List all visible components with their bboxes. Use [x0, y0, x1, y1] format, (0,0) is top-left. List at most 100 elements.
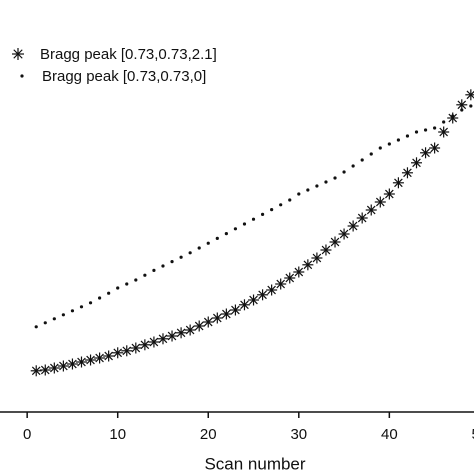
- star-marker: [130, 342, 142, 354]
- dot-marker: [324, 180, 328, 184]
- dot-marker: [197, 246, 201, 250]
- star-marker: [293, 266, 305, 278]
- dot-marker: [98, 296, 102, 300]
- star-marker: [166, 330, 178, 342]
- star-marker: [329, 236, 341, 248]
- star-marker: [57, 360, 69, 372]
- dot-marker: [107, 291, 111, 295]
- star-marker: [275, 278, 287, 290]
- star-marker: [311, 252, 323, 264]
- star-marker: [429, 142, 441, 154]
- dot-marker: [224, 232, 228, 236]
- dot-marker: [333, 176, 337, 180]
- dot-marker: [414, 130, 419, 134]
- dot-marker: [469, 104, 473, 108]
- star-marker: [85, 354, 97, 366]
- star-marker: [229, 304, 241, 316]
- dot-marker: [369, 152, 373, 156]
- dot-marker: [161, 264, 165, 268]
- star-marker: [401, 167, 413, 179]
- dot-marker: [206, 241, 210, 245]
- dot-marker: [442, 120, 446, 124]
- star-marker: [238, 299, 250, 311]
- dot-marker: [70, 309, 75, 313]
- dot-marker: [405, 134, 410, 138]
- dot-marker: [360, 158, 364, 162]
- dot-marker: [88, 301, 93, 305]
- dot-marker: [279, 203, 283, 207]
- dot-marker: [288, 198, 292, 202]
- x-tick-label: 20: [200, 426, 217, 443]
- dot-marker: [233, 227, 238, 231]
- dot-marker: [351, 164, 355, 168]
- star-marker: [121, 345, 133, 357]
- star-marker: [383, 188, 395, 200]
- dot-marker: [20, 74, 24, 78]
- dot-marker: [251, 217, 256, 221]
- dot-marker: [242, 222, 247, 226]
- star-marker: [465, 89, 474, 101]
- star-marker: [157, 333, 169, 345]
- dot-marker: [143, 273, 147, 277]
- x-tick-label: 0: [23, 426, 31, 443]
- star-marker: [284, 272, 296, 284]
- dot-marker: [306, 188, 310, 192]
- x-tick-label: 30: [290, 426, 307, 443]
- dot-marker: [315, 184, 319, 188]
- dot-marker: [125, 282, 129, 286]
- star-marker: [392, 177, 404, 189]
- star-marker: [220, 308, 232, 320]
- dot-marker: [378, 146, 382, 150]
- dot-marker: [52, 317, 56, 321]
- dot-marker: [433, 126, 437, 130]
- star-marker: [75, 356, 87, 368]
- dot-marker: [342, 170, 346, 174]
- dot-marker: [34, 325, 38, 329]
- star-marker: [193, 320, 205, 332]
- star-marker: [112, 347, 124, 359]
- dot-marker: [423, 128, 428, 132]
- star-marker: [39, 364, 51, 376]
- dot-marker: [188, 251, 192, 255]
- star-marker: [365, 204, 377, 216]
- star-marker: [438, 126, 450, 138]
- star-marker: [30, 365, 42, 377]
- star-marker: [184, 324, 196, 336]
- dot-marker: [387, 142, 391, 146]
- dot-marker: [297, 192, 301, 196]
- star-marker: [66, 358, 78, 370]
- x-tick-label: 50: [472, 426, 474, 443]
- dot-marker: [43, 321, 47, 325]
- dot-marker: [396, 138, 400, 142]
- dot-marker: [79, 305, 84, 309]
- star-marker: [347, 220, 359, 232]
- star-marker: [374, 196, 386, 208]
- dot-marker: [460, 108, 464, 112]
- star-marker: [420, 147, 432, 159]
- star-marker: [94, 352, 106, 364]
- star-marker: [48, 362, 60, 374]
- star-marker: [320, 244, 332, 256]
- dot-marker: [134, 278, 138, 282]
- dot-marker: [116, 286, 120, 290]
- star-marker: [148, 336, 160, 348]
- dot-marker: [260, 212, 265, 216]
- star-marker: [266, 284, 278, 296]
- dot-marker: [61, 313, 65, 317]
- star-marker: [139, 339, 151, 351]
- star-marker: [338, 228, 350, 240]
- x-axis-label: Scan number: [204, 454, 305, 473]
- legend-label: Bragg peak [0.73,0.73,2.1]: [40, 46, 217, 63]
- dot-marker: [179, 255, 183, 259]
- dot-marker: [270, 208, 274, 212]
- x-tick-label: 10: [109, 426, 126, 443]
- star-marker: [12, 48, 24, 60]
- dot-marker: [170, 260, 174, 264]
- star-marker: [411, 157, 423, 169]
- star-marker: [257, 289, 269, 301]
- star-marker: [103, 350, 115, 362]
- star-marker: [202, 316, 214, 328]
- dot-marker: [152, 268, 156, 272]
- star-marker: [447, 112, 459, 124]
